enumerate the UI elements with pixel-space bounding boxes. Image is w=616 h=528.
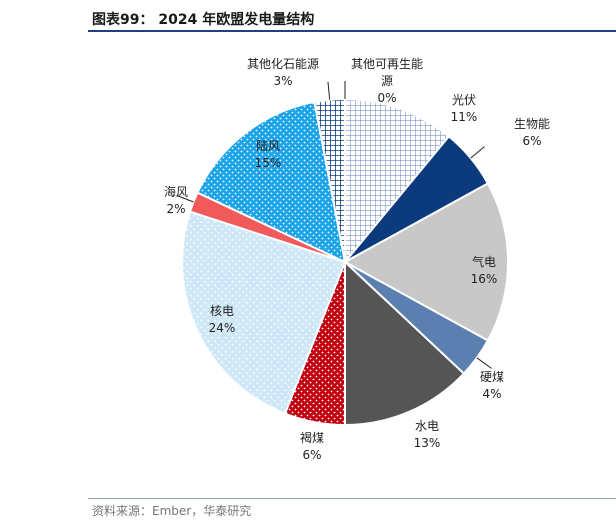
leader-line-other-fossil bbox=[327, 81, 331, 100]
slice-label-offshore-wind: 海风 2% bbox=[164, 184, 188, 216]
source-note: 资料来源：Ember，华泰研究 bbox=[92, 504, 252, 518]
slice-label-gas: 气电 16% bbox=[471, 254, 498, 286]
slice-label-lignite: 褐煤 6% bbox=[300, 430, 324, 462]
pie-slice-solar bbox=[344, 97, 451, 265]
source-rule bbox=[88, 498, 616, 499]
slice-label-onshore-wind: 陆风 15% bbox=[255, 138, 282, 170]
slice-label-nuclear: 核电 24% bbox=[209, 304, 236, 335]
chart-title: 图表99： 2024 年欧盟发电量结构 bbox=[92, 12, 315, 28]
slice-label-other-renewables: 其他可再生能源 0% bbox=[351, 57, 423, 105]
pie-slice-hydro bbox=[344, 259, 466, 427]
slice-label-hydro: 水电 13% bbox=[414, 419, 441, 450]
leader-line-offshore-wind bbox=[176, 194, 194, 203]
slice-label-solar: 光伏 11% bbox=[451, 93, 478, 124]
leader-line-hard-coal bbox=[476, 357, 492, 369]
slice-label-hard-coal: 硬煤 4% bbox=[480, 370, 504, 401]
pie-slice-onshore-wind bbox=[196, 100, 347, 264]
pie-slice-gas bbox=[342, 182, 509, 342]
slice-label-other-fossil: 其他化石能源 3% bbox=[247, 57, 319, 88]
leader-line-bioenergy bbox=[470, 146, 485, 159]
slice-label-bioenergy: 生物能 6% bbox=[514, 117, 550, 148]
title-rule bbox=[88, 30, 616, 32]
pie-slice-nuclear bbox=[181, 210, 347, 415]
